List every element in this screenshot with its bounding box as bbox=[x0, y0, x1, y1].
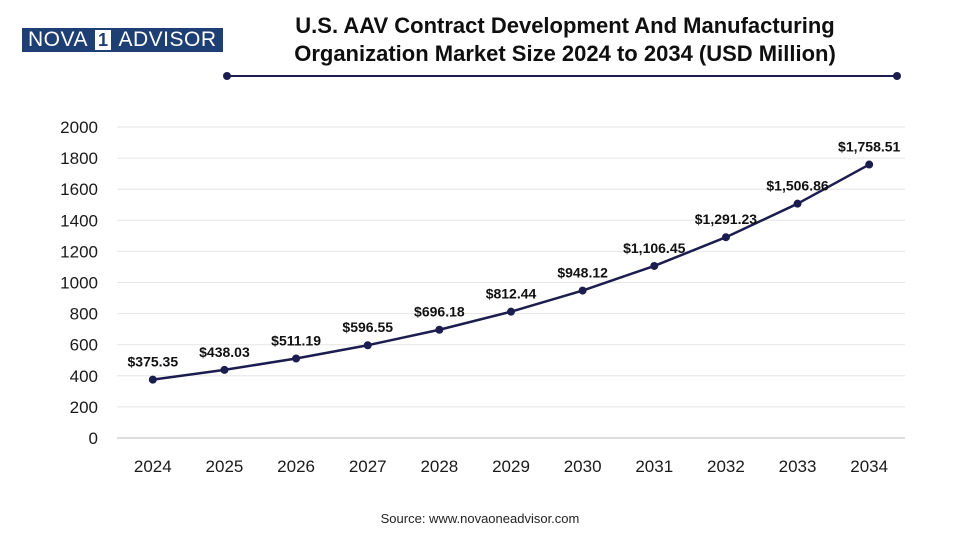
y-tick-label: 400 bbox=[70, 367, 98, 386]
x-tick-label: 2028 bbox=[420, 457, 458, 476]
x-tick-label: 2024 bbox=[134, 457, 172, 476]
x-tick-label: 2026 bbox=[277, 457, 315, 476]
data-label-2027: $596.55 bbox=[342, 319, 393, 335]
data-point-2029 bbox=[507, 307, 515, 316]
data-point-2025 bbox=[220, 365, 229, 374]
data-point-2032 bbox=[721, 233, 730, 242]
x-tick-label: 2030 bbox=[564, 457, 602, 476]
data-label-2031: $1,106.45 bbox=[623, 240, 685, 256]
x-tick-label: 2027 bbox=[349, 457, 387, 476]
chart-title: U.S. AAV Contract Development And Manufa… bbox=[230, 12, 900, 68]
data-point-2034 bbox=[865, 160, 874, 169]
source-note: Source: www.novaoneadvisor.com bbox=[380, 511, 580, 526]
x-tick-label: 2034 bbox=[850, 457, 888, 476]
data-label-2033: $1,506.86 bbox=[766, 178, 828, 194]
y-tick-label: 0 bbox=[89, 429, 98, 448]
x-tick-label: 2033 bbox=[779, 457, 817, 476]
data-point-2033 bbox=[793, 199, 802, 208]
logo-one-box: 1 bbox=[92, 28, 114, 52]
x-tick-label: 2025 bbox=[206, 457, 244, 476]
x-tick-label: 2032 bbox=[707, 457, 745, 476]
data-label-2028: $696.18 bbox=[414, 304, 465, 320]
data-label-2030: $948.12 bbox=[557, 265, 608, 281]
x-tick-label: 2029 bbox=[492, 457, 530, 476]
y-tick-label: 2000 bbox=[60, 118, 98, 137]
y-tick-label: 1600 bbox=[60, 180, 98, 199]
data-point-2024 bbox=[148, 375, 157, 384]
data-label-2025: $438.03 bbox=[199, 344, 250, 360]
data-label-2032: $1,291.23 bbox=[695, 211, 757, 227]
data-point-2028 bbox=[435, 325, 444, 334]
title-underline-right-dot bbox=[893, 72, 901, 80]
chart-title-line-1: U.S. AAV Contract Development And Manufa… bbox=[295, 13, 835, 38]
y-tick-label: 1400 bbox=[60, 211, 98, 230]
chart-title-line-2: Organization Market Size 2024 to 2034 (U… bbox=[294, 41, 836, 66]
data-point-2026 bbox=[292, 354, 301, 363]
data-point-2030 bbox=[578, 286, 587, 295]
y-tick-label: 1000 bbox=[60, 274, 98, 293]
y-tick-label: 600 bbox=[70, 336, 98, 355]
data-label-2029: $812.44 bbox=[486, 286, 537, 302]
brand-logo: NOVA 1 ADVISOR bbox=[22, 28, 223, 52]
y-tick-label: 1200 bbox=[60, 242, 98, 261]
data-label-2026: $511.19 bbox=[271, 333, 321, 349]
grid-lines bbox=[117, 126, 905, 408]
series-line bbox=[152, 163, 870, 381]
y-tick-label: 800 bbox=[70, 305, 98, 324]
data-point-2031 bbox=[650, 261, 659, 270]
data-label-2034: $1,758.51 bbox=[838, 139, 900, 155]
data-labels: $375.35 $438.03 $511.19 $596.55 $696.18 $812.… bbox=[128, 139, 901, 370]
y-tick-label: 1800 bbox=[60, 149, 98, 168]
series-market-size bbox=[148, 160, 874, 384]
title-underline bbox=[223, 72, 901, 80]
axes: 0 200 400 600 800 1000 1200 1400 1600 1800 2000 202… bbox=[60, 118, 905, 476]
data-label-2024: $375.35 bbox=[128, 354, 179, 370]
y-tick-label: 200 bbox=[70, 398, 98, 417]
title-underline-left-dot bbox=[223, 72, 231, 80]
logo-nova-text: NOVA bbox=[22, 28, 93, 52]
x-tick-label: 2031 bbox=[635, 457, 673, 476]
logo-advisor-text: ADVISOR bbox=[113, 28, 223, 52]
data-point-2027 bbox=[363, 341, 372, 350]
